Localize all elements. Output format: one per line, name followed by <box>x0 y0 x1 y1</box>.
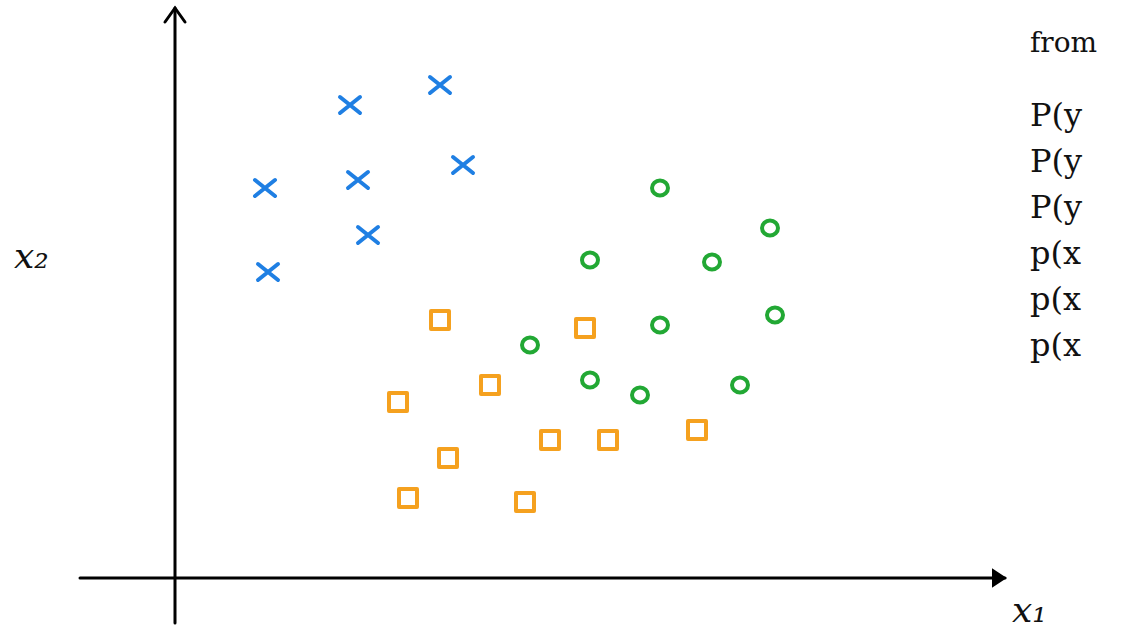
annotation: from <box>1030 26 1097 59</box>
x-marker <box>258 264 278 280</box>
axes <box>80 8 1005 623</box>
annotation: P(y <box>1030 142 1082 180</box>
y-axis-label: x₂ <box>14 235 49 276</box>
circle-marker <box>652 318 668 333</box>
square-marker <box>481 376 499 394</box>
circle-marker <box>582 253 598 268</box>
series <box>255 77 473 280</box>
circle-marker <box>767 308 783 323</box>
marks <box>255 77 783 511</box>
annotation: p(x <box>1030 280 1081 318</box>
x-marker <box>430 77 450 93</box>
x-marker <box>255 180 275 196</box>
x-axis-label: x₁ <box>1012 589 1047 630</box>
series <box>522 181 783 403</box>
square-marker <box>516 493 534 511</box>
x-axis <box>80 577 1005 580</box>
chart: x₂ x₁ from P(y P(y P(y p(x p(x p(x <box>0 0 1121 636</box>
square-marker <box>389 393 407 411</box>
circle-marker <box>582 373 598 388</box>
square-marker <box>576 319 594 337</box>
series <box>389 311 706 511</box>
circle-marker <box>762 221 778 236</box>
square-marker <box>541 431 559 449</box>
square-marker <box>399 489 417 507</box>
square-marker <box>688 421 706 439</box>
square-marker <box>431 311 449 329</box>
annotation: p(x <box>1030 234 1081 272</box>
annotations: from P(y P(y P(y p(x p(x p(x <box>1030 26 1097 364</box>
x-marker <box>453 157 473 173</box>
circle-marker <box>652 181 668 196</box>
annotation: P(y <box>1030 96 1082 134</box>
circle-marker <box>632 388 648 403</box>
x-marker <box>358 227 378 243</box>
square-marker <box>599 431 617 449</box>
circle-marker <box>732 378 748 393</box>
x-marker <box>348 172 368 188</box>
square-marker <box>439 449 457 467</box>
annotation: p(x <box>1030 326 1081 364</box>
annotation: P(y <box>1030 188 1082 226</box>
y-arrow <box>165 8 185 22</box>
x-arrow <box>993 570 1005 586</box>
x-marker <box>340 97 360 113</box>
circle-marker <box>522 338 538 353</box>
circle-marker <box>704 255 720 270</box>
y-axis <box>174 8 177 623</box>
